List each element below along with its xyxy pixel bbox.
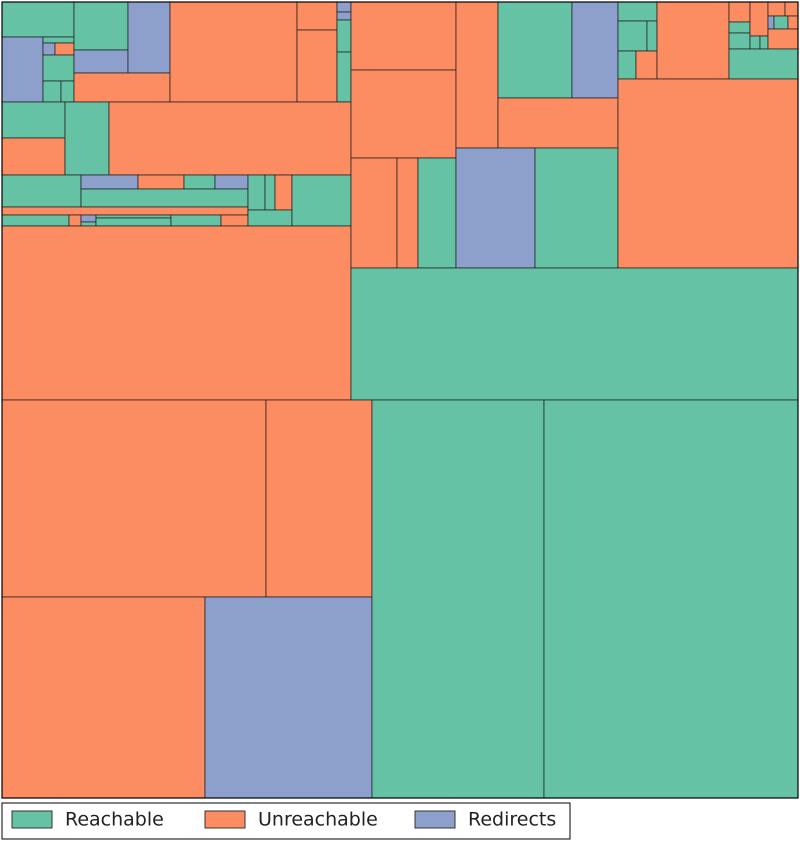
tile xyxy=(183,174,216,190)
tile xyxy=(1,225,352,401)
tile xyxy=(42,36,75,44)
legend-label: Redirects xyxy=(468,809,556,831)
tile xyxy=(728,1,751,23)
tile xyxy=(220,214,249,227)
tile xyxy=(617,78,799,269)
tile xyxy=(73,1,129,51)
tile xyxy=(169,1,298,103)
tile xyxy=(767,15,775,30)
tile xyxy=(635,50,658,80)
tile xyxy=(64,101,110,176)
tile xyxy=(767,28,799,50)
tile xyxy=(336,19,352,53)
tile xyxy=(336,11,352,21)
tile xyxy=(296,1,338,31)
tile xyxy=(42,42,56,56)
tile xyxy=(617,1,658,22)
tile xyxy=(749,35,761,50)
tile xyxy=(417,157,457,269)
tile xyxy=(543,399,799,799)
tile xyxy=(728,32,751,50)
tile xyxy=(350,69,457,159)
tile xyxy=(170,214,222,227)
legend-swatch xyxy=(11,810,53,829)
tile xyxy=(534,147,619,269)
tile xyxy=(80,214,97,223)
tile xyxy=(396,157,419,269)
tile xyxy=(728,21,751,34)
tile xyxy=(108,101,352,176)
tile xyxy=(95,214,172,219)
tile xyxy=(759,35,769,50)
tile xyxy=(784,1,799,17)
tile xyxy=(95,217,172,227)
tile xyxy=(247,209,293,227)
tile xyxy=(371,399,545,799)
tile xyxy=(617,50,637,80)
legend-swatch xyxy=(414,810,456,829)
tile xyxy=(1,1,75,38)
tile xyxy=(204,596,373,799)
tile xyxy=(1,137,66,176)
tile xyxy=(497,1,573,99)
legend-label: Unreachable xyxy=(258,809,378,831)
tile xyxy=(1,206,249,216)
tile xyxy=(617,20,648,52)
tile xyxy=(1,101,66,139)
tile xyxy=(728,48,799,80)
legend-label: Reachable xyxy=(65,809,164,831)
tile xyxy=(1,214,70,227)
tile xyxy=(291,174,352,227)
tile xyxy=(1,596,206,799)
tile xyxy=(455,1,499,149)
tile xyxy=(455,147,536,269)
tile xyxy=(767,1,786,17)
tile xyxy=(336,1,352,13)
tile xyxy=(247,174,266,211)
tile xyxy=(336,51,352,103)
tile xyxy=(42,80,62,103)
tile xyxy=(60,80,75,103)
tile xyxy=(1,174,82,208)
tile xyxy=(80,221,97,227)
plot-frame xyxy=(1,1,799,799)
tile xyxy=(73,72,171,103)
tile xyxy=(264,174,276,211)
tile xyxy=(497,97,619,149)
tile xyxy=(42,54,75,82)
tile xyxy=(1,36,44,103)
tile xyxy=(571,1,619,99)
tile xyxy=(296,29,338,103)
tile xyxy=(127,1,171,74)
tile xyxy=(773,15,789,30)
tile xyxy=(350,157,398,269)
tile xyxy=(787,15,799,30)
tile xyxy=(265,399,373,598)
tile xyxy=(274,174,293,211)
mosaic xyxy=(1,1,799,799)
tile xyxy=(350,267,799,401)
tile xyxy=(214,174,249,190)
tile xyxy=(80,174,139,190)
tile xyxy=(646,20,658,52)
legend-swatch xyxy=(204,810,246,829)
tile xyxy=(350,1,457,71)
legend: Reachable Unreachable Redirects xyxy=(1,802,571,840)
legend-frame xyxy=(1,802,571,840)
tile xyxy=(1,399,267,598)
tile xyxy=(749,1,769,37)
tile xyxy=(137,174,185,190)
tile xyxy=(656,1,730,80)
tile xyxy=(80,188,249,208)
tile xyxy=(73,49,129,74)
tile xyxy=(68,214,82,227)
tile xyxy=(54,42,75,56)
